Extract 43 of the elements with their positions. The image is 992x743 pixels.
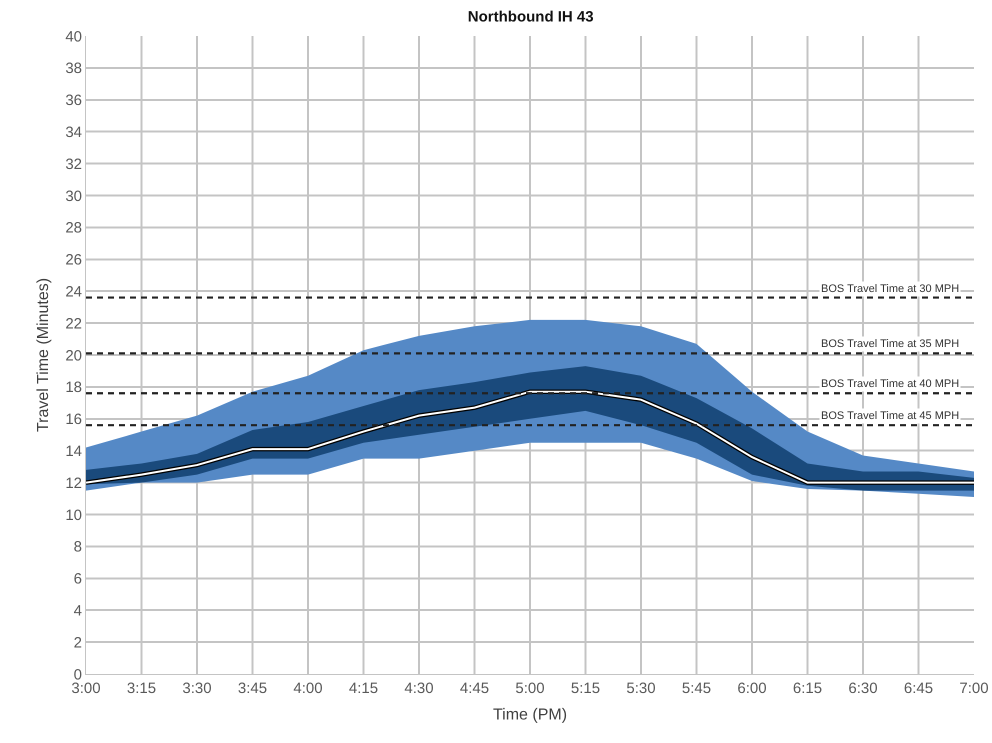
ref-line-label: BOS Travel Time at 40 MPH bbox=[821, 378, 960, 390]
y-tick-label: 34 bbox=[65, 124, 82, 141]
y-tick-label: 10 bbox=[65, 506, 82, 524]
x-tick-label: 6:45 bbox=[904, 680, 934, 697]
y-tick-label: 40 bbox=[65, 28, 82, 46]
y-tick-label: 36 bbox=[65, 92, 82, 110]
chart-title: Northbound IH 43 bbox=[468, 8, 594, 26]
x-tick-label: 4:45 bbox=[460, 680, 490, 697]
y-tick-label: 6 bbox=[74, 570, 82, 588]
x-tick-label: 3:30 bbox=[182, 680, 212, 697]
y-tick-label: 22 bbox=[65, 315, 82, 332]
y-tick-label: 8 bbox=[74, 538, 82, 556]
y-tick-label: 38 bbox=[65, 60, 82, 78]
x-tick-label: 7:00 bbox=[959, 680, 989, 697]
y-tick-label: 14 bbox=[65, 442, 82, 460]
x-tick-label: 6:15 bbox=[792, 680, 822, 697]
y-tick-label: 28 bbox=[65, 220, 82, 237]
ref-line-label: BOS Travel Time at 45 MPH bbox=[821, 410, 960, 422]
ref-line-label: BOS Travel Time at 35 MPH bbox=[821, 338, 960, 350]
x-tick-label: 5:15 bbox=[570, 680, 600, 697]
y-tick-label: 26 bbox=[65, 252, 82, 269]
ref-line-label: BOS Travel Time at 30 MPH bbox=[821, 283, 960, 295]
y-tick-label: 4 bbox=[74, 602, 82, 620]
x-tick-label: 5:00 bbox=[515, 680, 545, 697]
x-tick-label: 6:00 bbox=[737, 680, 767, 697]
x-tick-label: 6:30 bbox=[848, 680, 878, 697]
y-tick-label: 30 bbox=[65, 188, 82, 205]
x-tick-label: 3:45 bbox=[238, 680, 268, 697]
x-tick-label: 4:00 bbox=[293, 680, 323, 697]
x-tick-label: 5:45 bbox=[682, 680, 712, 697]
y-tick-label: 12 bbox=[65, 474, 82, 492]
x-axis-title: Time (PM) bbox=[492, 706, 568, 724]
y-tick-label: 18 bbox=[65, 379, 82, 396]
y-tick-label: 16 bbox=[65, 411, 82, 428]
y-tick-label: 20 bbox=[65, 347, 82, 364]
x-tick-label: 4:30 bbox=[404, 680, 434, 697]
x-tick-label: 3:15 bbox=[126, 680, 156, 697]
y-axis-title: Travel Time (Minutes) bbox=[35, 278, 52, 432]
y-tick-label: 32 bbox=[65, 156, 82, 173]
x-tick-label: 5:30 bbox=[626, 680, 656, 697]
x-tick-label: 4:15 bbox=[348, 680, 378, 697]
y-tick-label: 2 bbox=[74, 634, 82, 652]
y-tick-label: 24 bbox=[65, 283, 82, 300]
